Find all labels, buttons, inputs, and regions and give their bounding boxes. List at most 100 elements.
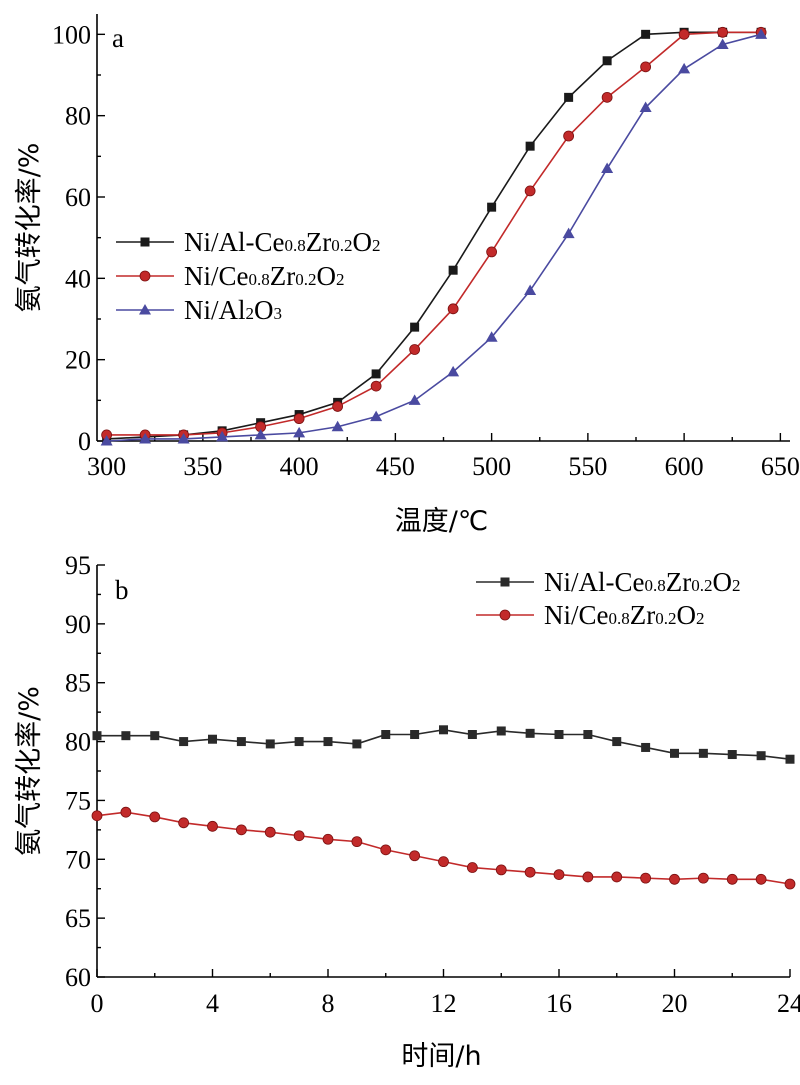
data-point <box>448 265 458 275</box>
data-point <box>496 726 506 736</box>
data-point <box>351 836 363 848</box>
x-tick-label: 16 <box>546 989 572 1018</box>
y-tick-label: 80 <box>65 728 91 757</box>
data-point <box>640 61 652 73</box>
legend-marker <box>140 237 150 247</box>
legend-entry-1: Ni/Al-Ce0.8Zr0.2O2 <box>116 227 380 257</box>
y-tick-label: 75 <box>65 786 91 815</box>
data-point <box>495 864 507 876</box>
series-3 <box>100 28 768 446</box>
data-point <box>410 322 420 332</box>
legend-label: Ni/Ce0.8Zr0.2O2 <box>544 600 704 630</box>
data-point <box>370 410 383 422</box>
legend-marker <box>139 270 151 282</box>
y-tick-label: 0 <box>78 427 91 456</box>
data-point <box>678 62 691 74</box>
data-point <box>640 872 652 884</box>
panel-label: a <box>112 23 124 53</box>
data-point <box>553 869 565 880</box>
legend-marker <box>500 577 510 587</box>
y-tick-label: 95 <box>65 551 91 580</box>
chart-panel-a: 300 350 400 450 500 550 600 650 0 20 40 60 80 100 a 温度/… <box>14 14 800 537</box>
data-point <box>408 394 421 405</box>
data-point <box>755 28 768 39</box>
y-tick-label: 85 <box>65 669 91 698</box>
data-point <box>670 748 679 758</box>
data-point <box>207 820 218 832</box>
data-point <box>264 826 276 838</box>
data-point <box>669 873 680 885</box>
series-line <box>106 31 762 436</box>
legend-entry-2: Ni/Ce0.8Zr0.2O2 <box>116 261 344 291</box>
data-point <box>639 101 652 113</box>
legend-entry-1: Ni/Al-Ce0.8Zr0.2O2 <box>476 567 740 597</box>
x-tick-label: 500 <box>472 452 511 481</box>
series-2 <box>101 26 767 441</box>
x-tick-label: 0 <box>91 989 104 1018</box>
data-point <box>236 737 246 747</box>
data-point <box>409 850 421 862</box>
legend-label: Ni/Al2O3 <box>184 295 282 325</box>
y-tick-label: 40 <box>65 264 91 293</box>
y-tick-label: 65 <box>65 904 91 933</box>
data-point <box>293 426 306 438</box>
data-point <box>785 754 795 764</box>
data-point <box>254 428 267 440</box>
data-point <box>323 737 333 747</box>
data-point <box>331 420 344 432</box>
x-tick-label: 300 <box>87 452 126 481</box>
x-tick-label: 20 <box>662 989 688 1018</box>
y-tick-label: 60 <box>65 963 91 992</box>
data-point <box>177 432 190 444</box>
data-point <box>727 750 737 760</box>
panel-label: b <box>115 575 129 605</box>
data-point <box>467 730 477 740</box>
data-point <box>149 811 161 823</box>
legend-entry-2: Ni/Ce0.8Zr0.2O2 <box>476 600 704 630</box>
data-point <box>447 303 459 315</box>
data-point <box>601 91 613 103</box>
data-point <box>554 730 564 740</box>
y-tick-label: 90 <box>65 610 91 639</box>
data-point <box>564 92 574 102</box>
data-point <box>678 28 690 40</box>
data-point <box>755 873 767 885</box>
x-tick-label: 600 <box>665 452 704 481</box>
data-point <box>179 737 189 747</box>
data-point <box>381 730 391 740</box>
data-point <box>485 331 498 342</box>
data-point <box>716 38 729 49</box>
data-point <box>726 873 738 885</box>
data-point <box>332 401 344 412</box>
data-point <box>612 737 622 747</box>
y-tick-label: 100 <box>52 20 91 49</box>
legend-marker <box>499 609 511 621</box>
y-tick-label: 80 <box>65 102 91 131</box>
x-tick-label: 8 <box>322 989 335 1018</box>
data-point <box>698 748 708 758</box>
y-tick-label: 60 <box>65 183 91 212</box>
series-line <box>106 31 762 440</box>
data-point <box>265 739 275 749</box>
data-point <box>92 731 102 741</box>
x-tick-label: 350 <box>183 452 222 481</box>
x-tick-label: 12 <box>431 989 457 1018</box>
data-point <box>524 284 537 296</box>
data-point <box>322 833 334 845</box>
legend-label: Ni/Al-Ce0.8Zr0.2O2 <box>184 227 380 257</box>
series-line <box>96 811 791 885</box>
data-point <box>438 856 449 868</box>
x-tick-label: 400 <box>280 452 319 481</box>
x-axis-title: 时间/h <box>401 1041 481 1072</box>
data-point <box>697 872 709 884</box>
data-point <box>466 862 478 873</box>
data-point <box>563 130 575 142</box>
data-point <box>641 29 651 39</box>
data-point <box>525 728 535 738</box>
data-point <box>352 739 362 749</box>
data-point <box>447 365 460 377</box>
series-2 <box>91 806 796 890</box>
data-point <box>611 871 623 883</box>
data-point <box>91 810 103 822</box>
data-point <box>439 725 448 735</box>
